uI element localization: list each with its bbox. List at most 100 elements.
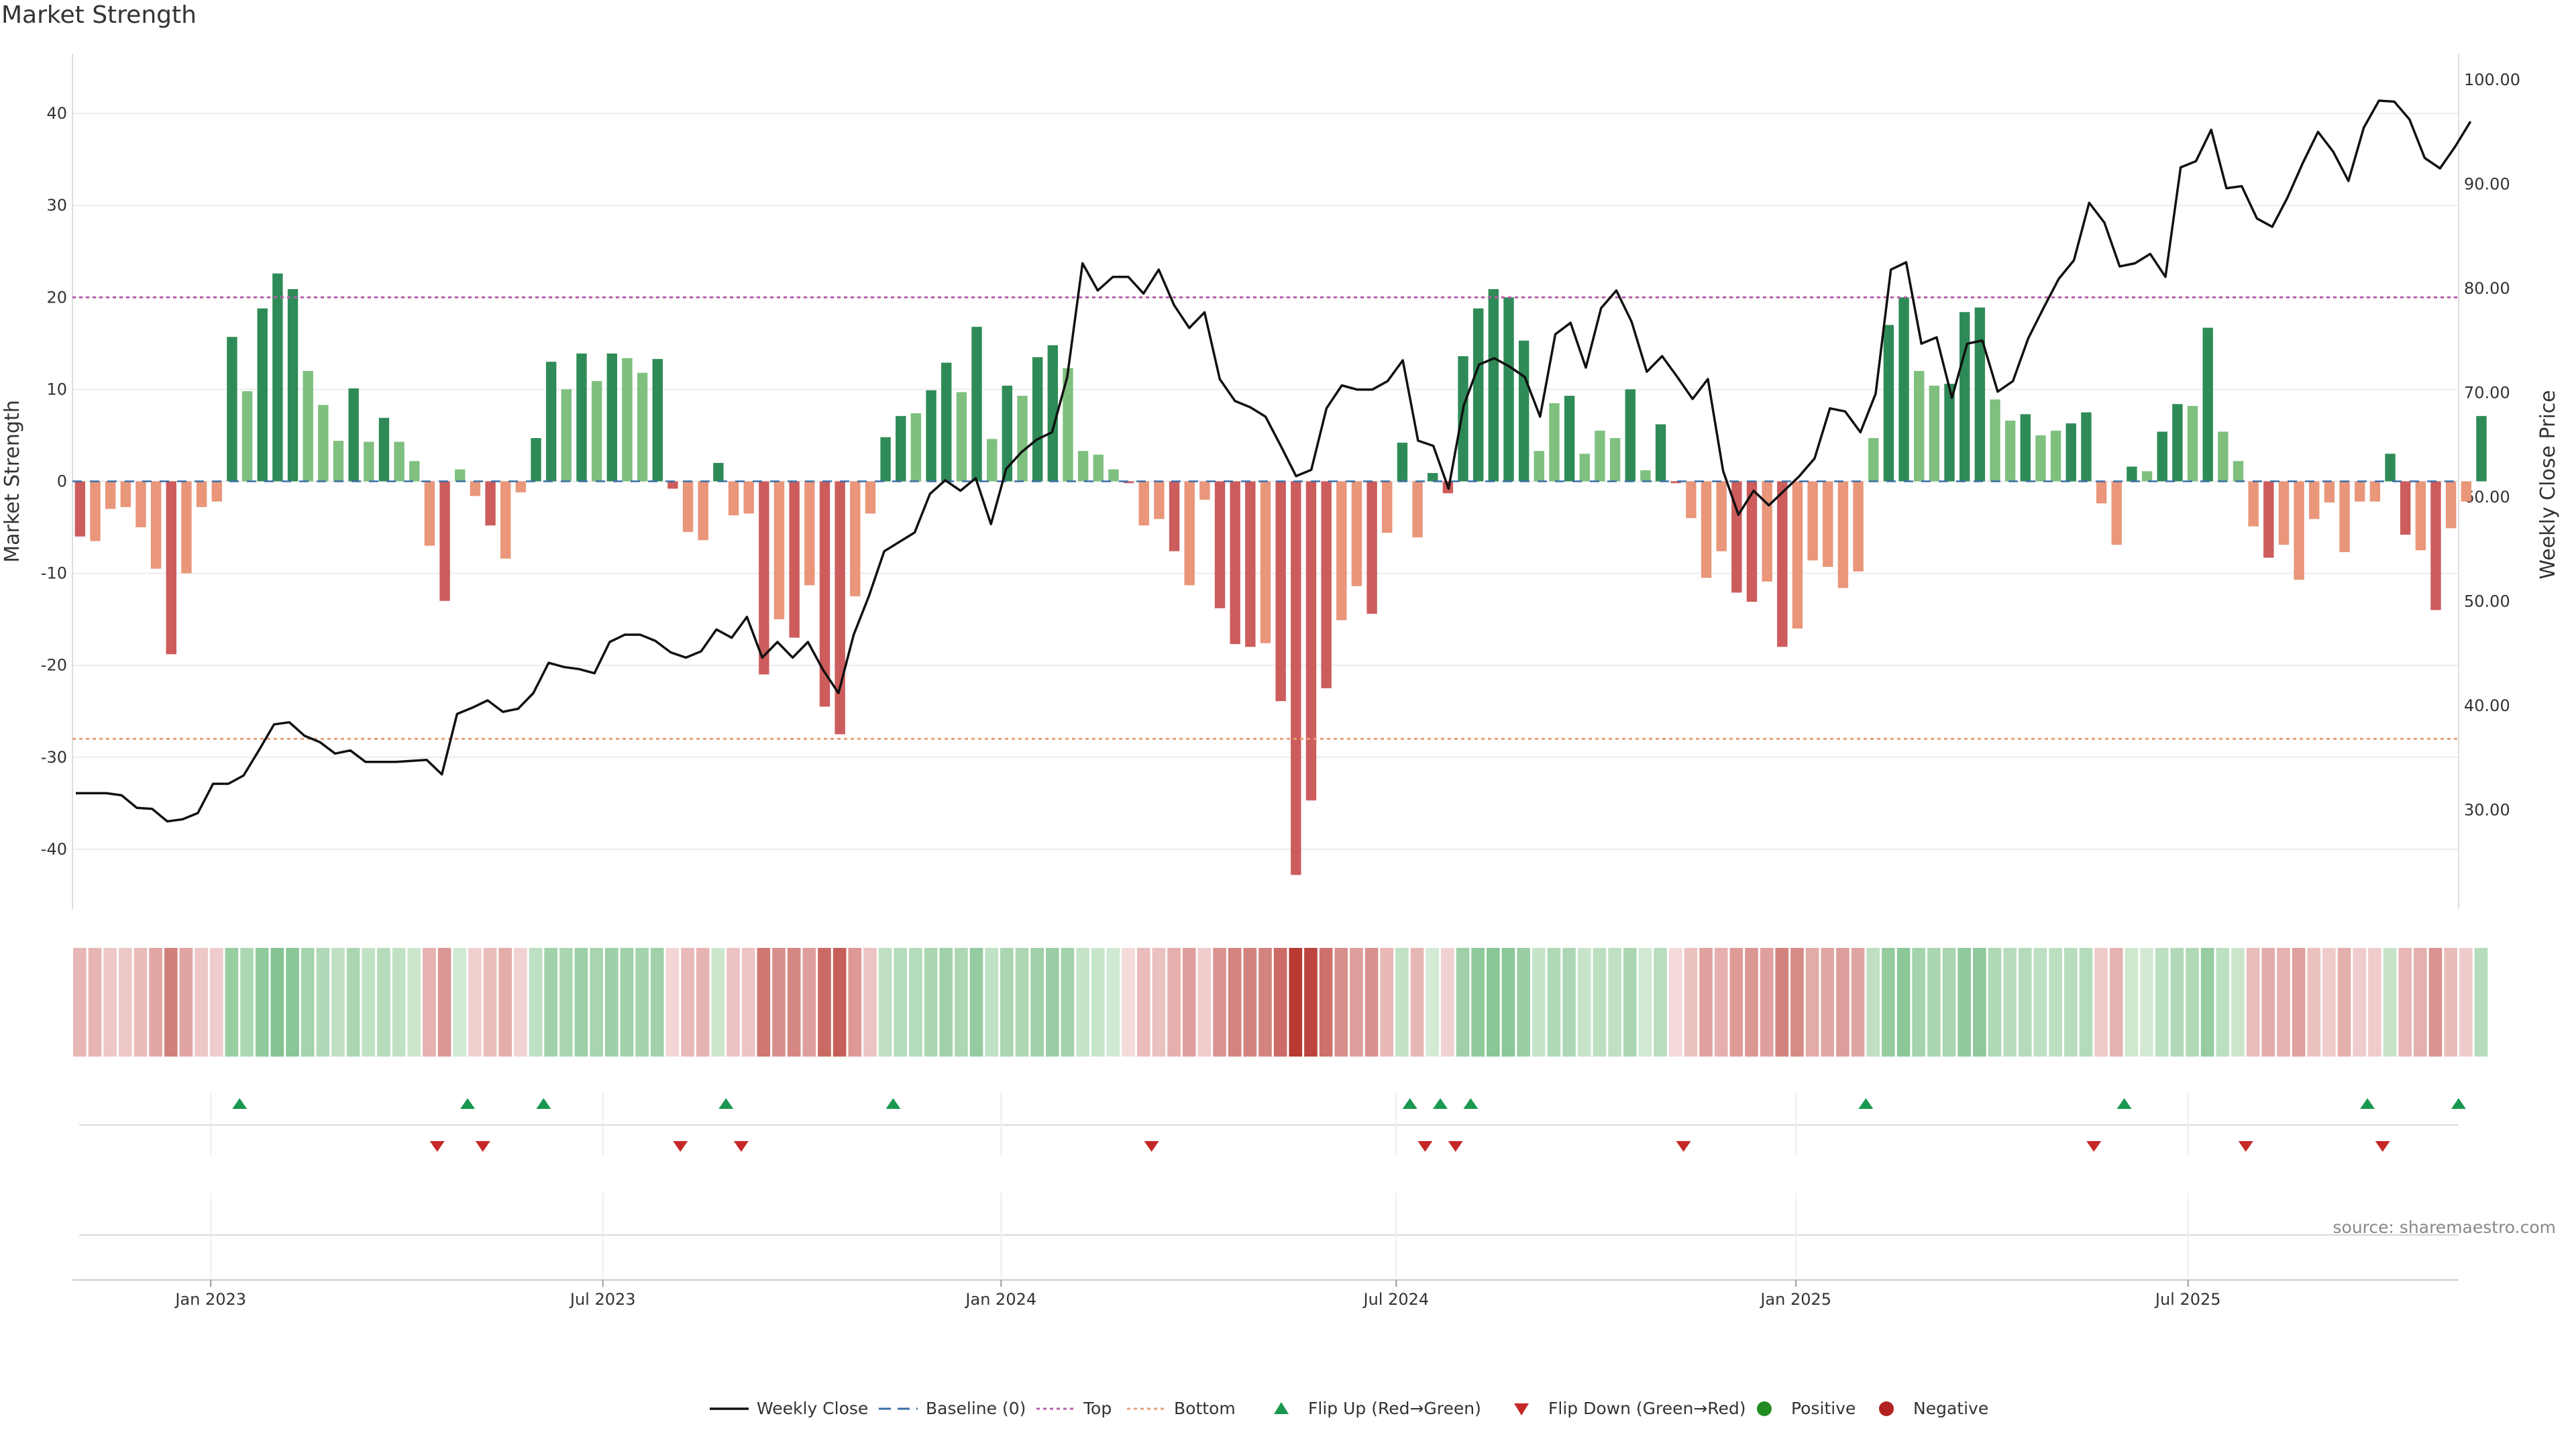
heat-cell <box>1273 948 1287 1057</box>
heat-cell <box>2018 948 2032 1057</box>
heat-cell <box>1487 948 1500 1057</box>
heat-cell <box>650 948 664 1057</box>
legend-label: Baseline (0) <box>926 1399 1026 1418</box>
legend-item: Flip Down (Green→Red) <box>1514 1399 1746 1418</box>
strength-bar <box>850 481 861 596</box>
strength-bar <box>1472 308 1484 482</box>
heat-cell <box>665 948 680 1057</box>
heat-cell <box>468 948 482 1057</box>
strength-bar <box>1138 481 1149 526</box>
strength-bar <box>652 359 663 482</box>
heat-cell <box>863 948 877 1057</box>
strength-bar <box>1929 385 1940 482</box>
strength-heatstrip <box>73 948 2488 1057</box>
strength-bar <box>1625 389 1635 482</box>
strength-bar <box>591 381 602 482</box>
heat-cell <box>833 948 847 1057</box>
strength-bar <box>1275 481 1286 702</box>
legend-swatch-circle <box>1879 1401 1894 1416</box>
flip-down-marker <box>1448 1141 1463 1152</box>
heat-cell <box>1608 948 1621 1057</box>
y2-tick-label: 30.00 <box>2464 800 2510 819</box>
strength-bar <box>1351 481 1362 586</box>
y-tick-label: 30 <box>46 196 67 215</box>
heat-cell <box>2292 948 2306 1057</box>
strength-bar <box>1670 481 1681 484</box>
strength-bar <box>2430 481 2441 610</box>
strength-bar <box>1428 473 1438 482</box>
strength-bar <box>2004 421 2016 482</box>
strength-bar <box>2415 481 2426 551</box>
y-tick-label: 0 <box>57 472 67 491</box>
strength-bar <box>728 481 739 516</box>
strength-bar <box>1777 481 1788 647</box>
heat-cell <box>286 948 299 1057</box>
heat-cell <box>955 948 968 1057</box>
strength-bar <box>865 481 876 514</box>
strength-bar <box>1336 481 1347 621</box>
heat-cell <box>604 948 619 1057</box>
heat-cell <box>1577 948 1591 1057</box>
flip-down-marker <box>1676 1141 1691 1152</box>
strength-bar <box>1731 481 1742 593</box>
flip-up-marker <box>1433 1098 1448 1109</box>
strength-bar <box>166 481 176 655</box>
heat-cell <box>1638 948 1652 1057</box>
heat-cell <box>544 948 557 1057</box>
price-line-group <box>76 99 2472 823</box>
strength-bar <box>196 481 207 507</box>
heat-cell <box>1426 948 1440 1057</box>
heat-cell <box>1745 948 1758 1057</box>
heat-cell <box>1699 948 1713 1057</box>
heat-cell <box>2155 948 2169 1057</box>
heat-cell <box>133 948 148 1057</box>
legend-label: Positive <box>1791 1399 1856 1418</box>
flip-up-marker <box>2451 1098 2466 1109</box>
heat-cell <box>1045 948 1059 1057</box>
strength-bar <box>698 481 708 541</box>
strength-bar <box>1837 481 1849 588</box>
flip-up-marker <box>718 1098 734 1109</box>
heat-cell <box>1896 948 1911 1057</box>
heat-cell <box>2368 948 2381 1057</box>
strength-bar <box>485 481 496 526</box>
heat-cell <box>423 948 436 1057</box>
x-tick-label: Jan 2025 <box>1759 1290 1831 1309</box>
heat-cell <box>848 948 862 1057</box>
strength-bar <box>211 481 222 502</box>
flip-down-marker <box>2375 1141 2390 1152</box>
heat-cell <box>2049 948 2062 1057</box>
heat-cell <box>1501 948 1515 1057</box>
heat-cell <box>1364 948 1379 1057</box>
y-axis-title: Market Strength <box>1 400 24 562</box>
heat-cell <box>1136 948 1150 1057</box>
strength-bar <box>1898 297 1909 482</box>
heat-cell <box>270 948 284 1057</box>
heat-cell <box>1015 948 1029 1057</box>
heat-cell <box>969 948 983 1057</box>
heat-cell <box>2063 948 2078 1057</box>
heat-cell <box>2033 948 2047 1057</box>
strength-bar <box>1108 469 1119 482</box>
heat-cell <box>209 948 223 1057</box>
legend-label: Top <box>1083 1399 1112 1418</box>
heat-cell <box>1684 948 1698 1057</box>
heat-cell <box>255 948 269 1057</box>
strength-bar <box>2324 481 2335 503</box>
strength-bar <box>1412 481 1423 538</box>
heat-cell <box>2170 948 2184 1057</box>
strength-bar <box>789 481 800 638</box>
strength-bar <box>1260 481 1271 643</box>
strength-bar <box>1564 396 1575 482</box>
heat-cell <box>1668 948 1682 1057</box>
heat-cell <box>1547 948 1561 1057</box>
heat-cell <box>1973 948 1986 1057</box>
strength-bar <box>1503 297 1514 482</box>
heat-cell <box>2474 948 2488 1057</box>
heat-cell <box>1182 948 1196 1057</box>
strength-bar <box>1230 481 1240 645</box>
x-tick-label: Jul 2025 <box>2154 1290 2221 1309</box>
heat-cell <box>1790 948 1804 1057</box>
heat-cell <box>2322 948 2336 1057</box>
strength-bar <box>1868 438 1879 482</box>
